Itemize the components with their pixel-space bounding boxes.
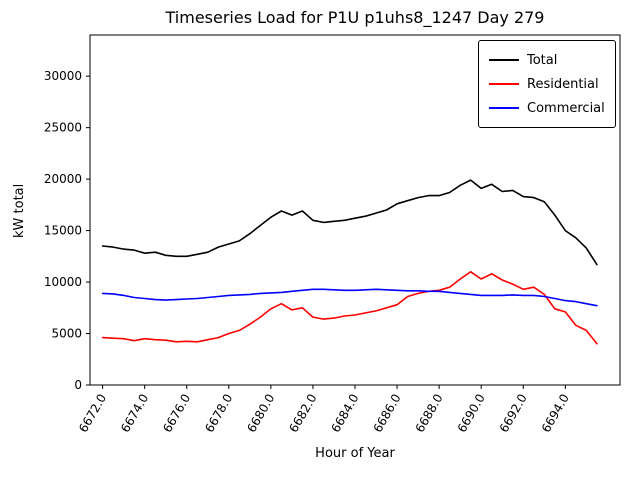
x-tick-label: 6690.0 [455,392,488,435]
legend-label: Residential [527,76,599,92]
y-tick-label: 30000 [44,69,82,83]
legend-entry-commercial: Commercial [489,96,605,120]
y-tick-label: 15000 [44,224,82,238]
y-tick-label: 25000 [44,121,82,135]
legend-entry-total: Total [489,48,605,72]
x-tick-label: 6692.0 [497,392,530,435]
x-tick-label: 6682.0 [286,392,319,435]
x-tick-label: 6680.0 [244,392,277,435]
legend-line-swatch [489,59,519,61]
x-tick-label: 6678.0 [202,392,235,435]
legend-line-swatch [489,83,519,85]
y-tick-label: 10000 [44,275,82,289]
series-line-commercial [101,288,598,307]
y-tick-label: 20000 [44,172,82,186]
legend-label: Commercial [527,100,605,116]
series-line-residential [101,270,598,345]
x-tick-label: 6684.0 [328,392,361,435]
chart-title: Timeseries Load for P1U p1uhs8_1247 Day … [165,8,545,27]
x-axis-label: Hour of Year [315,446,395,461]
legend-line-swatch [489,107,519,109]
x-tick-label: 6686.0 [371,392,404,435]
x-tick-label: 6688.0 [413,392,446,435]
series-line-total [101,179,598,266]
x-tick-label: 6694.0 [539,392,572,435]
y-tick-label: 0 [74,378,82,392]
x-tick-label: 6672.0 [76,392,109,435]
x-tick-label: 6676.0 [160,392,193,435]
legend: Total Residential Commercial [478,40,616,128]
legend-entry-residential: Residential [489,72,605,96]
legend-label: Total [527,52,558,68]
x-tick-label: 6674.0 [118,392,151,435]
y-tick-label: 5000 [51,327,82,341]
